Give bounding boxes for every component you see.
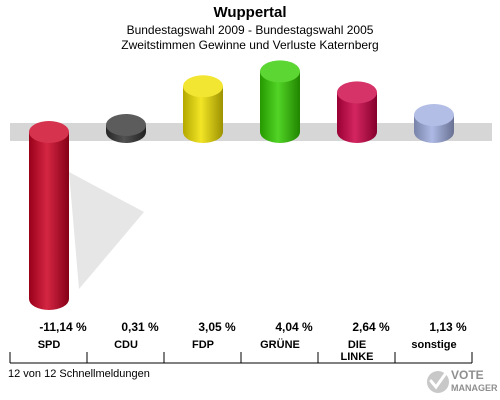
category-label: sonstige — [411, 339, 456, 351]
logo-word-manager: MANAGER — [451, 383, 498, 393]
bar-sonstige — [414, 104, 454, 143]
category-axis — [9, 352, 473, 364]
category-label: SPD — [38, 339, 61, 351]
bar-top-cap — [414, 104, 454, 127]
category-label: CDU — [114, 339, 138, 351]
bar-bottom-cap — [337, 121, 377, 143]
bar-bottom-cap — [260, 121, 300, 143]
bar-top-cap — [29, 121, 69, 143]
bar-bottom-cap — [414, 121, 454, 143]
value-label: 2,64 % — [352, 320, 390, 334]
value-label: 0,31 % — [121, 320, 159, 334]
bar-shadow — [69, 172, 144, 289]
chart-subtitle-election: Bundestagswahl 2009 - Bundestagswahl 200… — [126, 23, 374, 37]
bar-top-cap — [183, 75, 223, 98]
bar-cdu — [106, 114, 146, 143]
bar-grüne — [260, 60, 300, 143]
logo-check-icon — [427, 371, 449, 393]
bar-die-linke — [337, 81, 377, 143]
logo-word-vote: VOTE — [451, 368, 484, 382]
bar-body — [29, 132, 69, 299]
bar-bottom-cap — [183, 121, 223, 143]
labels-layer: -11,14 % SPD 0,31 % CDU 3,05 % FDP 4,04 % GRÜNE… — [38, 320, 467, 363]
chart-subtitle-district: Zweitstimmen Gewinne und Verluste Katern… — [121, 38, 379, 52]
bar-spd — [29, 121, 144, 310]
bars-layer — [10, 60, 492, 310]
vote-manager-logo: VOTE MANAGER — [427, 368, 498, 393]
category-label: FDP — [192, 339, 214, 351]
bar-top-cap — [337, 81, 377, 104]
bar-top-cap — [106, 114, 146, 136]
category-label: DIE LINKE — [341, 339, 374, 363]
value-label: 3,05 % — [198, 320, 236, 334]
bar-bottom-cap — [29, 288, 69, 310]
bar-fdp — [183, 75, 223, 143]
value-label: -11,14 % — [39, 320, 87, 334]
value-label: 1,13 % — [429, 320, 467, 334]
category-label: GRÜNE — [260, 338, 300, 351]
value-label: 4,04 % — [275, 320, 313, 334]
report-status-text: 12 von 12 Schnellmeldungen — [8, 368, 150, 380]
chart-title: Wuppertal — [213, 4, 287, 21]
bar-top-cap — [260, 60, 300, 83]
